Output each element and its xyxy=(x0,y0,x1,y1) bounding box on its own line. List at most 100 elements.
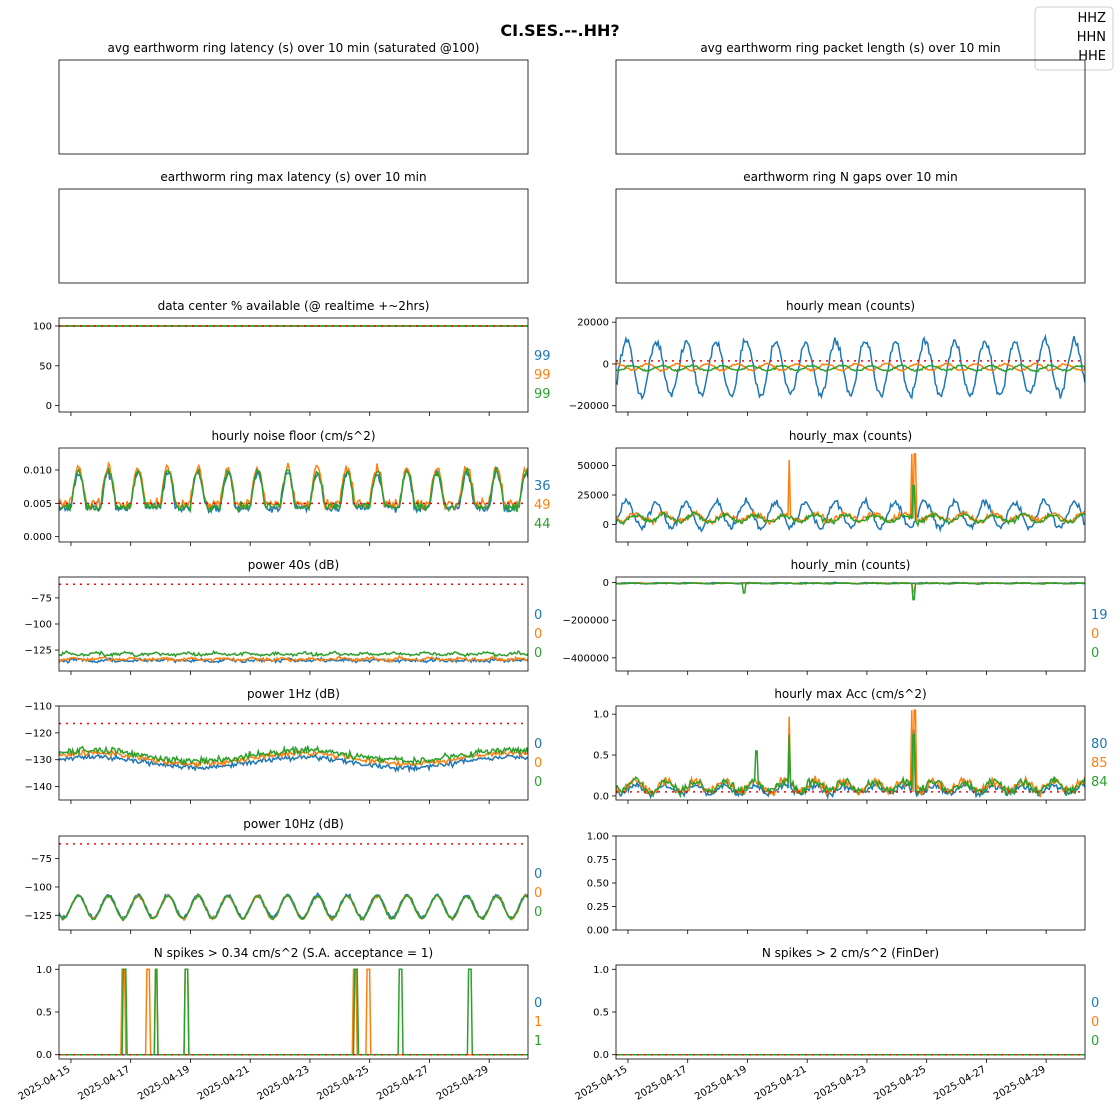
panel-10: hourly_min (counts) −400000 −200000 0 19 0 0 xyxy=(562,558,1108,675)
stat-value: 1 xyxy=(534,1034,542,1049)
stat-value: 44 xyxy=(534,517,551,532)
y-tick-label: 0.0 xyxy=(593,791,609,802)
series-line-hhe xyxy=(59,892,528,922)
y-tick-label: 20000 xyxy=(577,318,609,329)
stat-value: 36 xyxy=(534,479,551,494)
y-tick-label: 0.75 xyxy=(587,855,609,866)
y-tick-label: −400000 xyxy=(562,653,609,664)
panel-8: hourly_max (counts) 0 25000 50000 xyxy=(577,429,1086,546)
panel-12: hourly max Acc (cm/s^2) 0.0 0.5 1.0 80 85 84 xyxy=(593,687,1108,804)
series-line-hhe xyxy=(59,968,528,1056)
panel-15: N spikes > 0.34 cm/s^2 (S.A. acceptance … xyxy=(17,946,543,1103)
axes-frame xyxy=(58,964,529,1060)
series-line-hhn xyxy=(616,362,1085,373)
y-tick-label: −100 xyxy=(25,882,52,893)
series-line-hhz xyxy=(59,656,528,664)
series-line-hhn xyxy=(616,709,1085,799)
panel-3: earthworm ring max latency (s) over 10 m… xyxy=(58,170,529,284)
panel-16: N spikes > 2 cm/s^2 (FinDer) 0.0 0.5 1.0 202… xyxy=(574,946,1100,1103)
y-tick-label: 0.010 xyxy=(23,466,52,477)
x-tick-label: 2025-04-29 xyxy=(992,1064,1048,1103)
panel-title: hourly mean (counts) xyxy=(786,299,915,313)
stat-value: 0 xyxy=(1091,1015,1099,1030)
axes-frame xyxy=(58,705,529,801)
stat-value: 0 xyxy=(534,737,542,752)
y-tick-label: 0.0 xyxy=(593,1050,609,1061)
y-tick-label: 50 xyxy=(39,361,52,372)
x-tick-label: 2025-04-25 xyxy=(315,1064,371,1103)
panel-title: power 1Hz (dB) xyxy=(247,687,340,701)
series-line-hhn xyxy=(59,654,528,664)
panel-1: avg earthworm ring latency (s) over 10 m… xyxy=(58,41,529,155)
x-tick-label: 2025-04-21 xyxy=(196,1064,252,1103)
y-tick-label: 0.005 xyxy=(23,499,52,510)
figure-title: CI.SES.--.HH? xyxy=(500,21,619,40)
series-line-hhe xyxy=(59,465,528,515)
stat-value: 0 xyxy=(534,608,542,623)
axes-frame xyxy=(615,188,1086,284)
panel-title: data center % available (@ realtime +~2h… xyxy=(158,299,430,313)
series-line-hhe xyxy=(616,733,1085,799)
series-line-hhe xyxy=(59,649,528,658)
x-tick-label: 2025-04-21 xyxy=(753,1064,809,1103)
y-tick-label: 0.25 xyxy=(587,902,609,913)
panel-title: N spikes > 0.34 cm/s^2 (S.A. acceptance … xyxy=(154,946,433,960)
y-tick-label: 0 xyxy=(603,578,609,589)
panel-6: hourly mean (counts) −20000 0 20000 xyxy=(569,299,1086,416)
y-tick-label: 25000 xyxy=(577,491,609,502)
y-tick-label: −110 xyxy=(25,702,52,713)
panel-title: hourly max Acc (cm/s^2) xyxy=(774,687,926,701)
y-tick-label: −125 xyxy=(25,911,52,922)
panel-title: power 40s (dB) xyxy=(248,558,339,572)
axes-frame xyxy=(615,317,1086,413)
stat-value: 0 xyxy=(1091,1034,1099,1049)
series-line-hhn xyxy=(59,968,528,1056)
y-tick-label: 0.50 xyxy=(587,879,609,890)
stat-value: 49 xyxy=(534,498,551,513)
panel-11: power 1Hz (dB) −140 −130 −120 −110 0 0 0 xyxy=(25,687,542,804)
y-tick-label: 0.5 xyxy=(593,751,609,762)
y-tick-label: −120 xyxy=(25,728,52,739)
axes-frame xyxy=(615,964,1086,1060)
y-tick-label: −125 xyxy=(25,646,52,657)
y-tick-label: 0.5 xyxy=(593,1008,609,1019)
x-tick-label: 2025-04-17 xyxy=(76,1064,132,1103)
stat-value: 0 xyxy=(534,905,542,920)
y-tick-label: −200000 xyxy=(562,616,609,627)
x-tick-label: 2025-04-29 xyxy=(435,1064,491,1103)
y-tick-label: 0.0 xyxy=(36,1050,52,1061)
stat-value: 0 xyxy=(534,775,542,790)
y-tick-label: 0 xyxy=(603,359,609,370)
y-tick-label: −75 xyxy=(31,854,52,865)
stat-value: 85 xyxy=(1091,756,1108,771)
panel-title: hourly_min (counts) xyxy=(791,558,911,572)
y-tick-label: 1.00 xyxy=(587,832,609,843)
panel-title: avg earthworm ring latency (s) over 10 m… xyxy=(108,41,480,55)
series-line-hhn xyxy=(616,453,1085,527)
x-tick-label: 2025-04-23 xyxy=(256,1064,312,1103)
stat-value: 84 xyxy=(1091,775,1108,790)
panel-5: data center % available (@ realtime +~2h… xyxy=(33,299,551,416)
x-tick-label: 2025-04-27 xyxy=(932,1064,988,1103)
axes-frame xyxy=(615,835,1086,931)
stat-value: 0 xyxy=(534,756,542,771)
panel-title: N spikes > 2 cm/s^2 (FinDer) xyxy=(762,946,939,960)
series-line-hhe xyxy=(616,581,1085,601)
panel-7: hourly noise floor (cm/s^2) 0.000 0.005 0.0… xyxy=(23,429,551,546)
x-tick-label: 2025-04-27 xyxy=(375,1064,431,1103)
y-tick-label: −130 xyxy=(25,755,52,766)
x-tick-label: 2025-04-17 xyxy=(633,1064,689,1103)
stat-value: 0 xyxy=(1091,996,1099,1011)
y-tick-label: −140 xyxy=(25,782,52,793)
axes-frame xyxy=(58,59,529,155)
stat-value: 99 xyxy=(534,368,551,383)
stat-value: 0 xyxy=(1091,627,1099,642)
panel-2: avg earthworm ring packet length (s) ove… xyxy=(615,41,1086,155)
y-tick-label: 1.0 xyxy=(36,965,52,976)
stat-value: 0 xyxy=(534,627,542,642)
y-tick-label: 0.5 xyxy=(36,1008,52,1019)
series-line-hhe xyxy=(59,744,528,766)
stat-value: 1 xyxy=(534,1015,542,1030)
y-tick-label: −20000 xyxy=(569,401,609,412)
